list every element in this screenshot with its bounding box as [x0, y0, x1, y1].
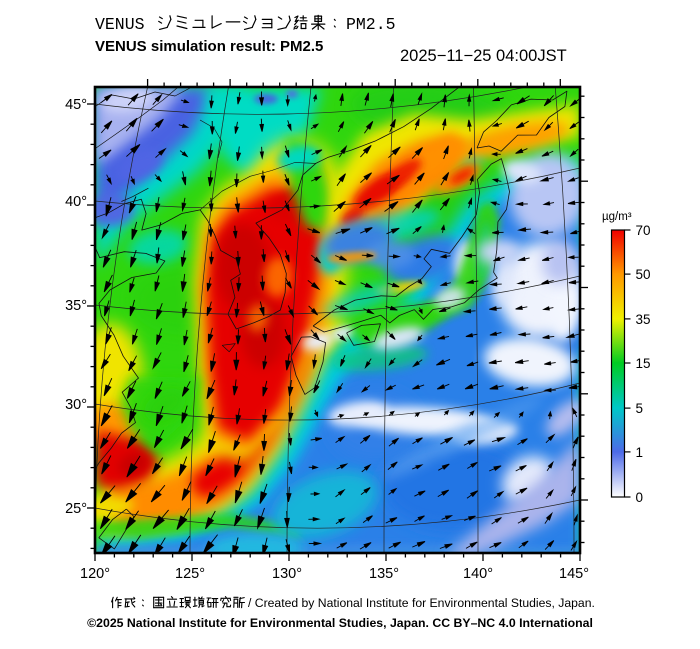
svg-text:125°: 125° — [175, 566, 205, 582]
svg-text:PM2.5: PM2.5 — [346, 15, 396, 34]
svg-text:1: 1 — [636, 445, 644, 460]
svg-text:µg/m³: µg/m³ — [602, 211, 632, 223]
svg-text:50: 50 — [636, 267, 651, 282]
svg-text:/ Created by National Institut: / Created by National Institute for Envi… — [248, 596, 595, 610]
svg-text:25°: 25° — [65, 501, 87, 517]
svg-text:5: 5 — [636, 401, 644, 416]
svg-text:35: 35 — [636, 312, 651, 327]
svg-text:130°: 130° — [272, 566, 302, 582]
svg-text:70: 70 — [636, 223, 651, 238]
svg-text:35°: 35° — [65, 298, 87, 314]
svg-text:45°: 45° — [65, 97, 87, 113]
svg-text:135°: 135° — [369, 566, 399, 582]
svg-text:120°: 120° — [80, 566, 110, 582]
svg-text:2025−11−25 04:00JST: 2025−11−25 04:00JST — [400, 47, 567, 65]
svg-text:©2025 National Institute for E: ©2025 National Institute for Environment… — [87, 616, 593, 630]
svg-text:0: 0 — [636, 490, 644, 505]
svg-text:VENUS simulation result: PM2.5: VENUS simulation result: PM2.5 — [95, 38, 323, 55]
svg-text:140°: 140° — [463, 566, 493, 582]
svg-text:30°: 30° — [65, 397, 87, 413]
svg-text:40°: 40° — [65, 194, 87, 210]
svg-text:VENUS: VENUS — [95, 15, 145, 34]
svg-text:145°: 145° — [559, 566, 589, 582]
svg-text:15: 15 — [636, 356, 651, 371]
